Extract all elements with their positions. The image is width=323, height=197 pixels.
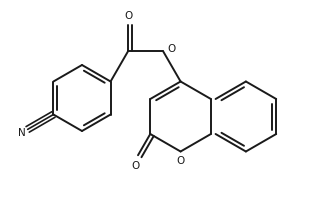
Text: O: O — [124, 11, 132, 21]
Text: O: O — [176, 156, 185, 166]
Text: O: O — [131, 161, 139, 171]
Text: O: O — [167, 44, 175, 54]
Text: N: N — [18, 128, 26, 138]
